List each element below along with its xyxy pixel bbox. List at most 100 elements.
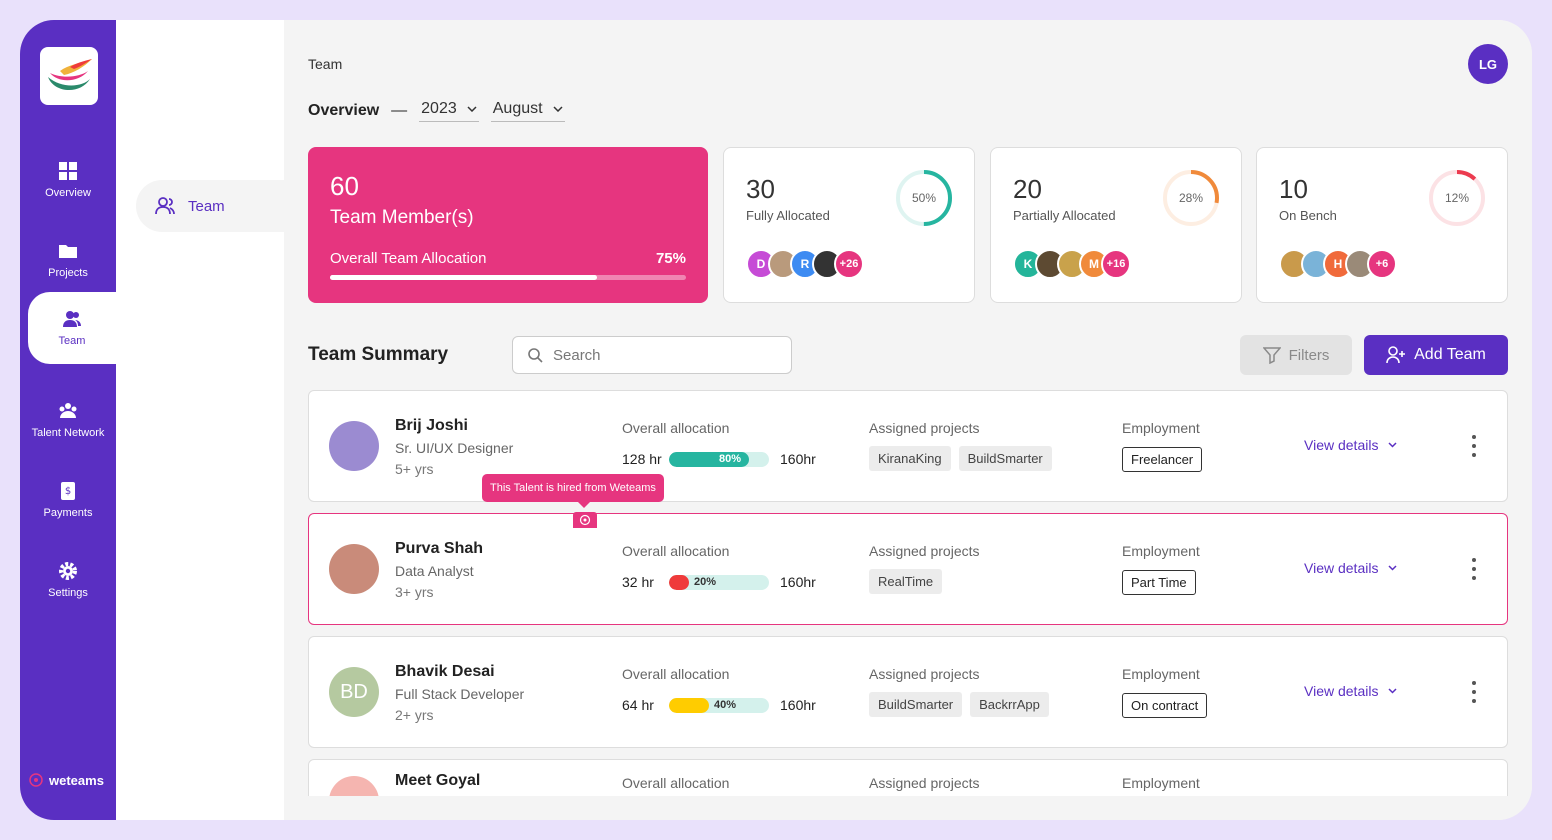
project-tag[interactable]: BuildSmarter bbox=[958, 446, 1052, 471]
subnav-item-label: Team bbox=[188, 197, 225, 215]
sidebar-item-talent-network[interactable]: Talent Network bbox=[20, 384, 116, 456]
employment-badge: Part Time bbox=[1122, 570, 1196, 595]
more-options-icon[interactable] bbox=[1469, 558, 1479, 580]
allocation-progress bbox=[330, 275, 686, 280]
member-name: Meet Goyal bbox=[395, 772, 481, 789]
team-summary-title: Team Summary bbox=[308, 344, 449, 365]
projects-header: Assigned projects bbox=[869, 775, 980, 791]
member-experience: 2+ yrs bbox=[395, 707, 434, 723]
member-role: Sr. UI/UX Designer bbox=[395, 440, 514, 456]
team-list: Brij Joshi Sr. UI/UX Designer 5+ yrs Overal… bbox=[308, 390, 1508, 796]
projects-header: Assigned projects bbox=[869, 420, 980, 436]
weteams-logo-icon bbox=[29, 773, 43, 787]
brand-name: weteams bbox=[49, 772, 104, 788]
stat-ring: 12% bbox=[1427, 168, 1487, 228]
subnav-item-team[interactable]: Team bbox=[136, 180, 284, 232]
sidebar-item-payments[interactable]: $ Payments bbox=[20, 464, 116, 536]
filter-icon bbox=[1262, 347, 1281, 364]
view-details-button[interactable]: View details bbox=[1304, 437, 1397, 453]
folder-icon bbox=[59, 245, 77, 258]
sidebar-item-label: Projects bbox=[48, 267, 88, 279]
sidebar-item-overview[interactable]: Overview bbox=[20, 144, 116, 216]
filters-button[interactable]: Filters bbox=[1240, 335, 1352, 375]
chevron-down-icon bbox=[467, 106, 477, 112]
member-experience: 3+ yrs bbox=[395, 584, 434, 600]
more-options-icon[interactable] bbox=[1469, 435, 1479, 457]
add-team-button[interactable]: Add Team bbox=[1364, 335, 1508, 375]
table-row[interactable]: Meet Goyal Overall allocation Assigned pro… bbox=[308, 759, 1508, 796]
project-tag[interactable]: RealTime bbox=[869, 569, 943, 594]
stat-count: 20 bbox=[1013, 174, 1042, 204]
chevron-down-icon bbox=[1388, 442, 1397, 448]
stat-ring-fill bbox=[896, 170, 952, 226]
stat-label: On Bench bbox=[1279, 208, 1337, 223]
table-row[interactable]: Purva Shah Data Analyst 3+ yrs Overall allo… bbox=[308, 513, 1508, 625]
allocation-bar-fill bbox=[669, 452, 749, 467]
allocation-header: Overall allocation bbox=[622, 543, 730, 559]
stat-avatars: K M +16 bbox=[1013, 249, 1131, 279]
employment-header: Employment bbox=[1122, 775, 1200, 791]
max-hours: 160hr bbox=[780, 574, 816, 590]
project-tag[interactable]: BackrrApp bbox=[970, 692, 1049, 717]
team-members-card: 60 Team Member(s) Overall Team Allocatio… bbox=[308, 147, 708, 303]
weteams-logo-icon bbox=[579, 514, 591, 526]
stat-ring: 50% bbox=[894, 168, 954, 228]
more-avatars-badge[interactable]: +26 bbox=[834, 249, 864, 279]
stat-card: 20 Partially Allocated 28% K M +16 bbox=[990, 147, 1242, 303]
member-experience: 5+ yrs bbox=[395, 461, 434, 477]
user-avatar[interactable]: LG bbox=[1468, 44, 1508, 84]
chevron-down-icon bbox=[1388, 688, 1397, 694]
stat-count: 30 bbox=[746, 174, 775, 204]
allocation-value: 75% bbox=[655, 250, 686, 267]
grid-icon bbox=[59, 162, 77, 180]
search-input[interactable]: Search bbox=[512, 336, 792, 374]
invoice-icon: $ bbox=[61, 482, 75, 500]
view-details-label: View details bbox=[1304, 437, 1379, 453]
team-count: 60 bbox=[330, 171, 359, 201]
weteams-badge[interactable] bbox=[573, 512, 597, 528]
project-tag[interactable]: BuildSmarter bbox=[869, 692, 963, 717]
month-select[interactable]: August bbox=[490, 100, 565, 122]
app-frame: Overview Projects Team Talent Network $ … bbox=[20, 20, 1532, 820]
overview-title: Overview bbox=[308, 102, 380, 119]
project-tags: RealTime bbox=[869, 569, 943, 594]
employment-badge: On contract bbox=[1122, 693, 1208, 718]
sidebar: Overview Projects Team Talent Network $ … bbox=[20, 20, 116, 820]
stat-card: 30 Fully Allocated 50% D R +26 bbox=[723, 147, 975, 303]
more-options-icon[interactable] bbox=[1469, 681, 1479, 703]
year-select[interactable]: 2023 bbox=[419, 100, 479, 122]
avatar bbox=[329, 421, 379, 471]
filters-label: Filters bbox=[1288, 346, 1330, 364]
sidebar-item-settings[interactable]: Settings bbox=[20, 544, 116, 616]
view-details-button[interactable]: View details bbox=[1304, 683, 1397, 699]
sidebar-item-team[interactable]: Team bbox=[28, 292, 116, 364]
add-team-label: Add Team bbox=[1414, 346, 1486, 363]
view-details-label: View details bbox=[1304, 560, 1379, 576]
max-hours: 160hr bbox=[780, 451, 816, 467]
weteams-tooltip: This Talent is hired from Weteams bbox=[482, 474, 664, 508]
allocation-percent: 20% bbox=[694, 576, 717, 588]
allocation-bar: 80% bbox=[669, 452, 769, 467]
view-details-button[interactable]: View details bbox=[1304, 560, 1397, 576]
app-logo[interactable] bbox=[40, 47, 98, 105]
table-row[interactable]: BD Bhavik Desai Full Stack Developer 2+ yrs… bbox=[308, 636, 1508, 748]
more-avatars-badge[interactable]: +6 bbox=[1367, 249, 1397, 279]
breadcrumb: Team bbox=[308, 56, 343, 72]
avatar bbox=[329, 776, 379, 796]
sidebar-item-projects[interactable]: Projects bbox=[20, 224, 116, 296]
allocation-bar-fill bbox=[669, 575, 689, 590]
stat-ring: 28% bbox=[1161, 168, 1221, 228]
more-avatars-badge[interactable]: +16 bbox=[1101, 249, 1131, 279]
overview-filter-bar: Overview — 2023 August bbox=[308, 100, 565, 122]
sidebar-item-label: Payments bbox=[43, 507, 93, 519]
member-role: Full Stack Developer bbox=[395, 686, 525, 702]
allocated-hours: 128 hr bbox=[622, 451, 662, 467]
sidebar-item-label: Settings bbox=[48, 587, 88, 599]
allocated-hours: 32 hr bbox=[622, 574, 654, 590]
allocation-header: Overall allocation bbox=[622, 775, 730, 791]
project-tag[interactable]: KiranaKing bbox=[869, 446, 951, 471]
gear-icon bbox=[59, 562, 77, 580]
stat-ring-fill bbox=[1163, 170, 1219, 226]
search-placeholder: Search bbox=[553, 346, 601, 364]
projects-header: Assigned projects bbox=[869, 666, 980, 682]
